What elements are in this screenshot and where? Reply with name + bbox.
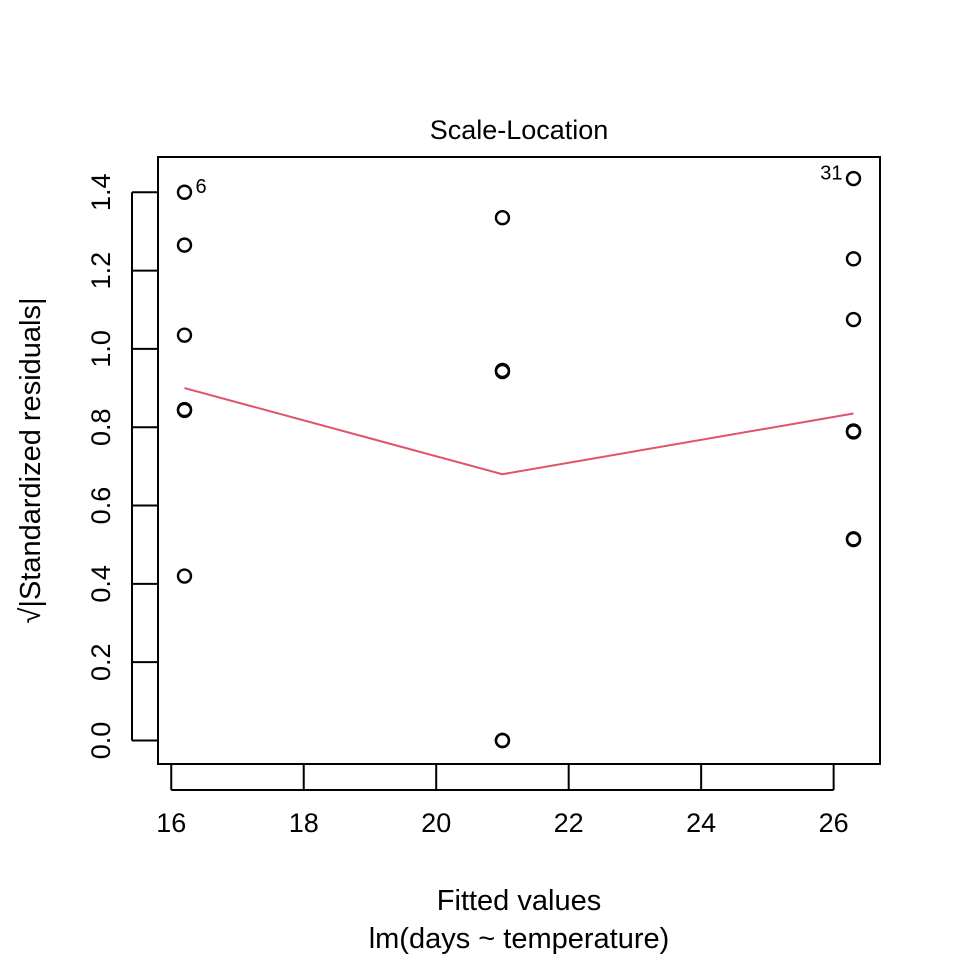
data-point [176,402,193,419]
point-label: 31 [820,163,842,185]
model-formula-label: lm(days ~ temperature) [369,923,670,955]
x-tick-label: 24 [686,808,716,838]
x-tick-label: 22 [554,808,584,838]
y-tick-label: 1.4 [86,173,116,211]
data-point [845,311,862,328]
smoother-layer [184,387,854,476]
data-point [176,327,193,343]
labels-layer: 6 31 [195,163,842,199]
x-axis-title: Fitted values [437,885,601,917]
y-tick-label: 0.0 [86,722,116,760]
plot-frame [157,156,881,765]
data-point [494,363,511,380]
data-point [494,209,511,226]
point-label: 6 [195,176,206,198]
data-point [845,423,862,439]
points-layer [176,170,862,749]
y-tick-label: 0.8 [86,408,116,446]
y-tick-label: 0.6 [86,487,116,525]
x-tick-label: 16 [156,808,186,838]
x-tick-label: 20 [421,808,451,838]
axes: Scale-Location 16 18 20 22 24 26 0.0 0.2 0.4 0.6 0.… [15,115,881,955]
y-tick-label: 0.4 [86,565,116,603]
smoother-line [184,387,854,476]
y-tick-label: 1.0 [86,330,116,368]
data-point [845,531,862,548]
data-point [845,170,862,187]
data-point [176,568,193,584]
data-point [494,732,511,749]
y-tick-label: 1.2 [86,252,116,290]
data-point [176,184,193,200]
data-point [845,251,862,267]
x-tick-label: 26 [819,808,849,838]
y-axis-title: √|Standardized residuals| [15,298,47,624]
x-tick-label: 18 [289,808,319,838]
y-tick-label: 0.2 [86,643,116,681]
chart-title: Scale-Location [430,115,609,145]
data-point [176,237,193,253]
